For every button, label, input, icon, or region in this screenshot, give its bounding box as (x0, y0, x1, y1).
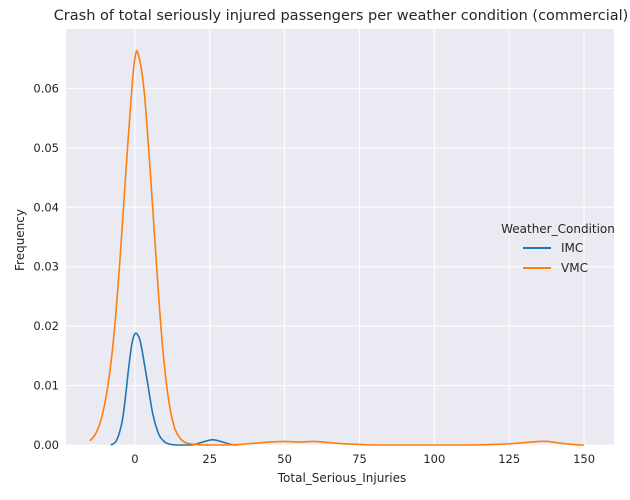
x-tick-label: 150 (573, 452, 595, 466)
legend-title: Weather_Condition (501, 222, 615, 236)
series-line-imc (110, 332, 237, 446)
y-tick-label: 0.05 (33, 141, 59, 155)
plot-background (66, 29, 614, 445)
x-tick-labels: 0 25 50 75 100 125 150 (131, 452, 595, 466)
x-tick-label: 25 (202, 452, 217, 466)
series-lines (89, 49, 585, 446)
x-tick-label: 125 (498, 452, 520, 466)
y-axis-label: Frequency (13, 209, 27, 271)
y-tick-label: 0.06 (33, 81, 59, 95)
x-tick-label: 75 (352, 452, 367, 466)
x-axis-label: Total_Serious_Injuries (277, 471, 406, 485)
x-tick-label: 0 (131, 452, 138, 466)
x-tick-label: 100 (423, 452, 445, 466)
grid-lines (66, 29, 614, 446)
legend-label-imc: IMC (561, 241, 583, 255)
y-tick-labels: 0.00 0.01 0.02 0.03 0.04 0.05 0.06 (33, 81, 59, 452)
y-tick-label: 0.00 (33, 438, 59, 452)
x-tick-label: 50 (277, 452, 292, 466)
y-tick-label: 0.04 (33, 200, 59, 214)
chart-title: Crash of total seriously injured passeng… (54, 8, 629, 24)
y-tick-label: 0.03 (33, 260, 59, 274)
y-tick-label: 0.01 (33, 379, 59, 393)
series-line-vmc (89, 49, 585, 446)
legend-label-vmc: VMC (561, 261, 588, 275)
y-tick-label: 0.02 (33, 319, 59, 333)
legend: Weather_Condition IMC VMC (501, 222, 615, 275)
